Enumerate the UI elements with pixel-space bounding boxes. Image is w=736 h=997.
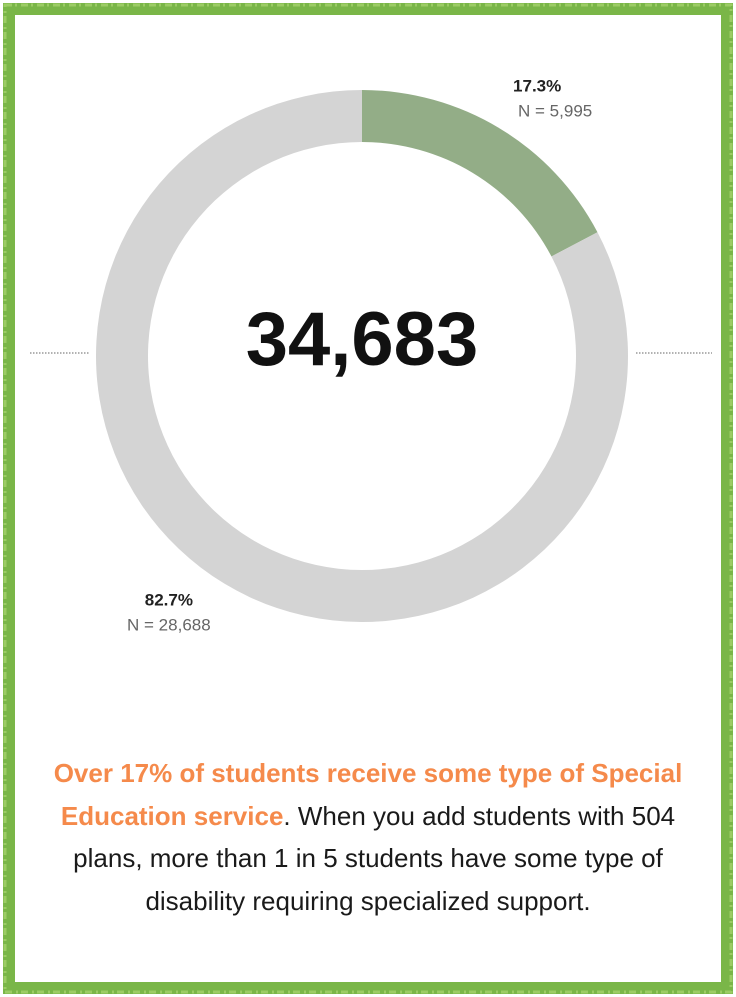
slice-percent-label: 82.7% bbox=[145, 590, 193, 609]
slice-count-label: N = 28,688 bbox=[127, 615, 211, 634]
slice-count-label: N = 5,995 bbox=[518, 102, 592, 121]
center-total: 34,683 bbox=[246, 297, 478, 382]
frame-border bbox=[3, 3, 733, 994]
slice-percent-label: 17.3% bbox=[513, 77, 561, 96]
caption: Over 17% of students receive some type o… bbox=[40, 752, 696, 922]
caption-highlight: Over 17% of students receive some type o… bbox=[53, 758, 683, 831]
caption-text: . When you add students with 504 plans, … bbox=[73, 800, 676, 916]
donut-slice bbox=[362, 90, 598, 257]
frame-texture bbox=[3, 3, 733, 994]
